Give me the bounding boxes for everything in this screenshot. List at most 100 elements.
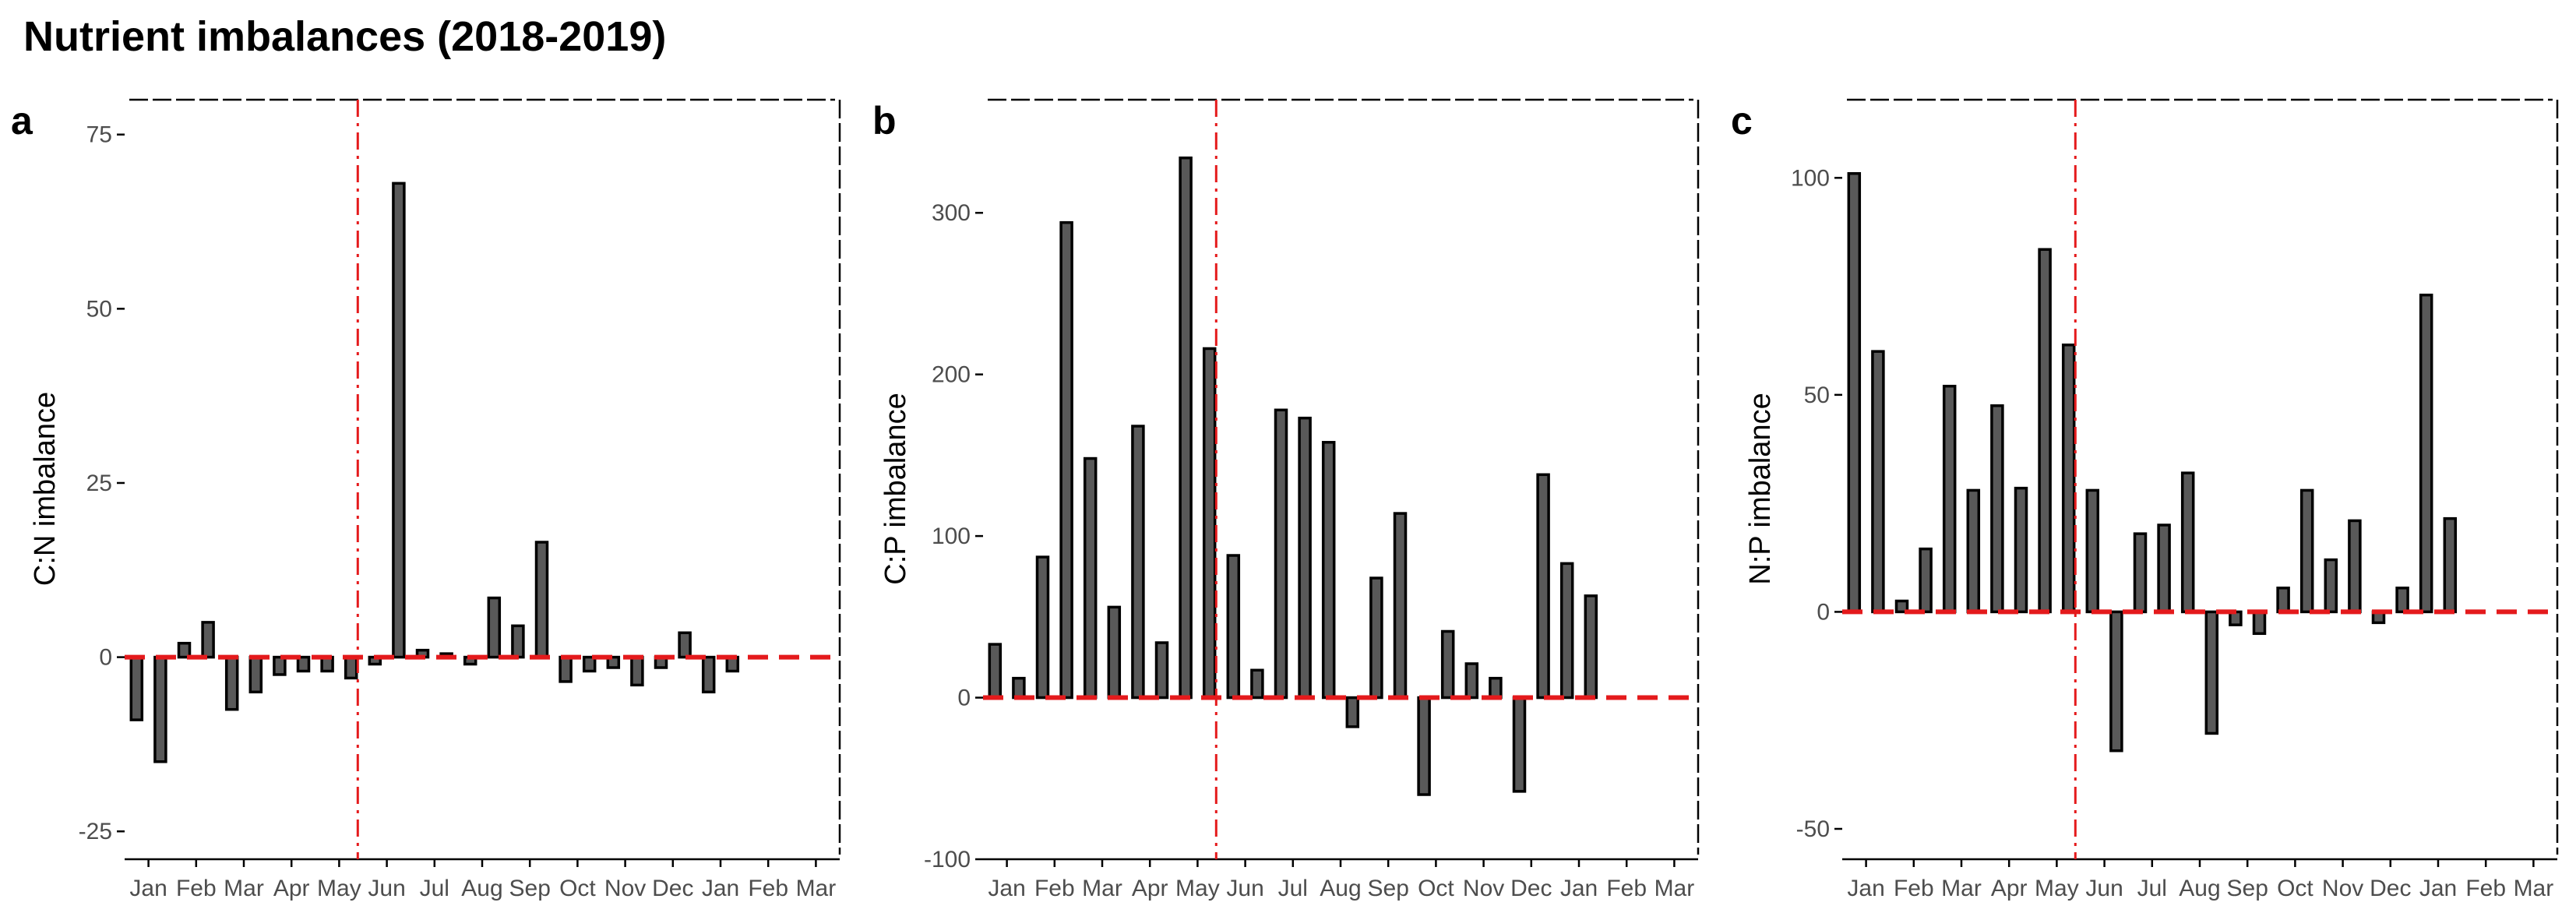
bar — [1536, 473, 1550, 700]
bar — [559, 655, 573, 683]
y-tick-label: -50 — [1796, 816, 1830, 842]
y-tick-label: -100 — [924, 847, 971, 872]
x-tick-label: Nov — [604, 876, 646, 901]
x-tick-label: Oct — [1418, 876, 1454, 901]
x-tick-label: Dec — [1510, 876, 1552, 901]
bar — [273, 655, 287, 676]
x-tick-label: Jul — [1278, 876, 1308, 901]
bar — [129, 655, 144, 721]
bar — [1559, 562, 1574, 700]
bar — [2109, 610, 2123, 753]
bar — [1584, 594, 1598, 700]
panel-letter: b — [872, 99, 897, 143]
bar — [1847, 171, 1862, 614]
bar — [1274, 408, 1288, 700]
bar — [296, 655, 311, 673]
bar — [511, 624, 525, 659]
bar — [1083, 456, 1098, 700]
bar — [1321, 441, 1336, 700]
bar — [2419, 293, 2433, 614]
bar — [1131, 425, 1145, 700]
x-tick-label: Nov — [1463, 876, 1504, 901]
bar — [1489, 676, 1503, 700]
x-tick-label: Aug — [2179, 876, 2220, 901]
bar — [1059, 220, 1073, 700]
x-tick-label: Feb — [1606, 876, 1647, 901]
x-tick-label: Mar — [796, 876, 837, 901]
x-tick-label: Mar — [1941, 876, 1982, 901]
x-tick-label: Jan — [129, 876, 167, 901]
bar — [2157, 523, 2171, 614]
bar — [153, 655, 167, 763]
x-tick-label: Mar — [224, 876, 264, 901]
bar — [1966, 488, 1981, 614]
x-tick-label: Jan — [702, 876, 739, 901]
panel-letter: c — [1731, 99, 1753, 143]
bar — [1369, 576, 1383, 700]
bar — [2324, 558, 2338, 614]
bar — [2276, 587, 2290, 614]
y-axis-title: N:P imbalance — [1744, 393, 1777, 584]
x-tick-label: Sep — [509, 876, 551, 901]
x-tick-label: Jan — [2419, 876, 2457, 901]
bar — [177, 641, 192, 659]
x-tick-label: Feb — [1034, 876, 1075, 901]
bar — [2443, 516, 2458, 614]
bar — [1202, 347, 1217, 700]
y-tick-label: 300 — [932, 200, 971, 226]
bar — [2348, 519, 2362, 614]
bar — [534, 541, 549, 659]
y-tick-label: 100 — [1791, 165, 1830, 191]
x-tick-label: Sep — [1368, 876, 1409, 901]
x-tick-label: Mar — [1082, 876, 1122, 901]
panel-b: -100 0 100 200 300 Jan Feb Mar Apr May Jun Jul Aug Se… — [872, 98, 1700, 901]
panel-a: -25 0 25 50 75 Jan Feb Mar Apr May Jun Jul Aug Sep Oct… — [11, 98, 841, 901]
bar — [1417, 696, 1431, 796]
y-tick-label: 0 — [957, 686, 971, 711]
y-tick-label: 100 — [932, 523, 971, 549]
x-tick-label: Feb — [1894, 876, 1934, 901]
bar — [487, 596, 502, 659]
x-tick-label: Jan — [1847, 876, 1884, 901]
bar — [1298, 416, 1312, 700]
x-tick-label: Oct — [559, 876, 596, 901]
x-tick-label: Jun — [1226, 876, 1263, 901]
x-tick-label: May — [2035, 876, 2079, 901]
y-tick-label: 25 — [86, 471, 112, 496]
bar — [582, 655, 597, 673]
bar — [1035, 555, 1050, 700]
bar — [678, 631, 692, 659]
bar — [2014, 486, 2028, 614]
bar — [224, 655, 239, 711]
bar — [1345, 696, 1360, 728]
bar — [630, 655, 644, 687]
bar — [1250, 668, 1264, 700]
y-tick-label: 50 — [1804, 382, 1830, 408]
x-tick-label: Mar — [2514, 876, 2554, 901]
x-tick-label: Jan — [1560, 876, 1598, 901]
x-tick-label: May — [317, 876, 361, 901]
bar — [1894, 599, 1909, 614]
bar — [1154, 641, 1169, 700]
y-axis-title: C:P imbalance — [879, 393, 912, 584]
x-tick-label: Jun — [368, 876, 405, 901]
bar — [1440, 629, 1455, 700]
x-tick-label: Apr — [1132, 876, 1168, 901]
bar — [2038, 248, 2052, 614]
bar — [1942, 384, 1957, 614]
x-tick-label: Apr — [1991, 876, 2028, 901]
bar — [2061, 344, 2076, 614]
bar — [201, 621, 215, 659]
bar — [701, 655, 716, 694]
bar — [1512, 696, 1527, 793]
bar — [2180, 471, 2195, 614]
bar — [1107, 605, 1122, 700]
x-tick-label: Jan — [988, 876, 1025, 901]
x-tick-label: Feb — [2465, 876, 2506, 901]
x-tick-label: Nov — [2322, 876, 2363, 901]
x-tick-label: Sep — [2227, 876, 2268, 901]
bar — [988, 643, 1003, 700]
y-tick-label: 75 — [86, 122, 112, 148]
x-tick-label: Dec — [652, 876, 693, 901]
